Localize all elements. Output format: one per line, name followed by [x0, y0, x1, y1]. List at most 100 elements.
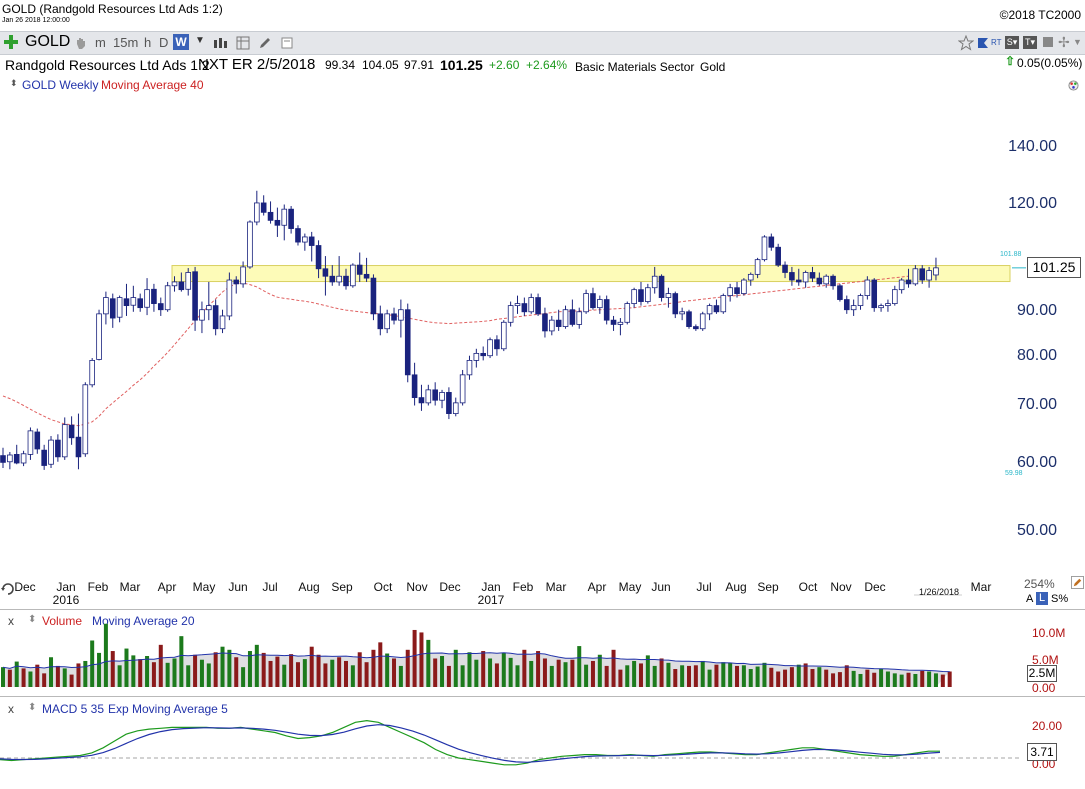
x-month-label: Apr	[158, 580, 177, 594]
macd-ema-label[interactable]: Exp Moving Average 5	[108, 702, 228, 716]
price-pane-symbol[interactable]: GOLD Weekly	[22, 78, 99, 92]
candle	[350, 263, 356, 288]
price-chart[interactable]: Dec Jan Feb Mar Apr May Jun Jul Aug Sep Oct Nov Dec J…	[0, 95, 1085, 607]
x-month-label: Jul	[262, 580, 277, 594]
candle-body-down	[212, 305, 219, 330]
timeframe-h[interactable]: h	[144, 35, 152, 50]
flag-icon[interactable]	[977, 37, 989, 49]
candle-body-down	[919, 268, 926, 281]
move-icon[interactable]: ✢	[1058, 34, 1070, 50]
macd-chart[interactable]	[0, 697, 1085, 789]
candle-body-down	[157, 303, 164, 311]
timeframe-d[interactable]: D	[159, 35, 169, 50]
volume-bar	[124, 648, 129, 687]
candle-body-down	[34, 431, 41, 450]
candle	[103, 291, 109, 325]
realtime-icon[interactable]: RT	[991, 38, 1002, 47]
volume-close-button[interactable]: x	[8, 614, 14, 628]
timeframe-w[interactable]: W	[173, 34, 189, 50]
candle	[171, 276, 178, 292]
candle	[583, 289, 589, 314]
candle	[665, 287, 672, 308]
volume-bar	[275, 656, 280, 687]
quote-low: 97.91	[404, 58, 435, 72]
candle-body-up	[27, 430, 34, 455]
x-month-label: Mar	[971, 580, 992, 594]
menu-dropdown-icon[interactable]: ▼	[1073, 37, 1082, 47]
add-symbol-icon[interactable]	[4, 35, 18, 49]
date-marker-label: 1/26/2018	[919, 587, 959, 597]
star-icon[interactable]	[958, 35, 974, 51]
scan-icon[interactable]: S▾	[1005, 36, 1019, 49]
volume-bar	[899, 674, 904, 687]
candle-body-down	[693, 326, 699, 330]
candle-body-down	[603, 299, 610, 321]
volume-bar	[165, 662, 170, 687]
volume-bar	[398, 665, 403, 687]
layout-icon[interactable]	[1043, 37, 1053, 47]
macd-close-button[interactable]: x	[8, 702, 14, 716]
volume-bar	[385, 653, 390, 687]
symbol-input[interactable]: GOLD	[25, 33, 71, 50]
candle-body-down	[871, 279, 878, 309]
volume-bar	[474, 659, 479, 687]
candle	[549, 315, 555, 336]
candle	[727, 283, 733, 302]
candle-body-up	[761, 236, 768, 261]
candle	[48, 436, 54, 469]
volume-bar	[885, 671, 890, 687]
volume-bar	[590, 660, 595, 687]
volume-bar	[7, 669, 12, 687]
candle-body-up	[754, 259, 761, 275]
candle-body-down	[75, 436, 82, 458]
x-month-label: May	[619, 580, 642, 594]
hand-icon[interactable]	[74, 36, 88, 50]
candle	[452, 397, 459, 417]
refresh-icon[interactable]	[1, 583, 15, 595]
scale-log-button[interactable]: L	[1036, 592, 1048, 605]
volume-bar	[158, 644, 163, 687]
candle	[398, 299, 404, 338]
timeframe-dropdown-icon[interactable]: ▼	[195, 35, 205, 46]
volume-title[interactable]: Volume	[42, 614, 83, 628]
volume-chart[interactable]	[0, 612, 1085, 696]
table-icon[interactable]	[236, 36, 250, 50]
candle-body-up	[116, 297, 123, 318]
candle-body-down	[686, 311, 692, 327]
candle	[603, 295, 610, 325]
candle-style-icon[interactable]	[213, 37, 229, 49]
pane-separator-2	[0, 696, 1085, 697]
volume-bar	[769, 667, 774, 687]
macd-title[interactable]: MACD 5 35	[42, 702, 105, 716]
pane-separator-1	[0, 609, 1085, 610]
candle-body-up	[302, 236, 308, 243]
color-palette-icon[interactable]	[1068, 80, 1079, 91]
x-month-label: Sep	[331, 580, 353, 594]
volume-bar	[344, 660, 348, 687]
note-icon[interactable]	[280, 36, 294, 50]
volume-collapse-icon[interactable]: ⬍	[28, 614, 37, 625]
macd-y-label-20: 20.00	[1032, 719, 1063, 733]
volume-bar	[151, 662, 156, 687]
price-pane-ma-label[interactable]: Moving Average 40	[101, 78, 204, 92]
macd-collapse-icon[interactable]: ⬍	[28, 702, 37, 713]
candle-body-down	[638, 289, 644, 302]
scale-pct-button[interactable]: S%	[1051, 593, 1069, 605]
volume-bar	[529, 660, 534, 687]
y-label-80: 80.00	[1016, 347, 1057, 364]
candle-body-down	[905, 279, 912, 285]
candle	[782, 261, 788, 279]
pane-collapse-icon[interactable]: ⬍	[10, 78, 18, 88]
volume-bar	[735, 665, 740, 687]
volume-bar	[563, 662, 568, 687]
volume-bar	[913, 673, 918, 687]
scale-auto-button[interactable]: A	[1026, 593, 1034, 605]
edit-icon[interactable]	[1071, 576, 1084, 589]
pencil-icon[interactable]	[258, 36, 272, 50]
volume-ma-label[interactable]: Moving Average 20	[92, 614, 195, 628]
timeframe-15m[interactable]: 15m	[113, 35, 139, 50]
template-icon[interactable]: T▾	[1023, 36, 1037, 49]
timeframe-m[interactable]: m	[95, 35, 106, 50]
candle-body-down	[178, 281, 185, 291]
candle-body-down	[363, 273, 370, 279]
